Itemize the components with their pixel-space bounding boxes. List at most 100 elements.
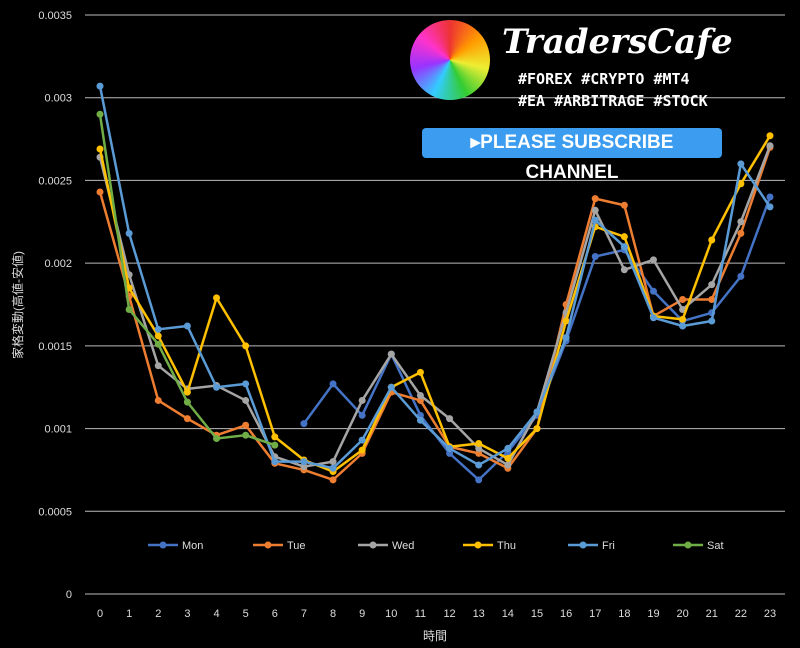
data-point-tue <box>416 396 424 404</box>
series-line-mon <box>302 196 772 482</box>
legend-label: Thu <box>497 540 516 552</box>
data-point-fri <box>708 317 716 325</box>
data-point-mon <box>737 272 745 280</box>
data-point-fri <box>125 229 133 237</box>
hashtags-line-1: #FOREX #CRYPTO #MT4 <box>518 70 690 88</box>
data-point-mon <box>358 411 366 419</box>
data-point-thu <box>562 317 570 325</box>
y-tick-label: 0.0025 <box>38 175 72 187</box>
data-point-mon <box>591 253 599 261</box>
data-point-sat <box>96 110 104 118</box>
data-point-fri <box>620 243 628 251</box>
y-tick-label: 0.0035 <box>38 10 72 22</box>
data-point-wed <box>154 362 162 370</box>
data-point-thu <box>475 439 483 447</box>
legend-label: Sat <box>707 540 724 552</box>
y-tick-label: 0.0015 <box>38 341 72 353</box>
data-point-fri <box>416 416 424 424</box>
data-point-fri <box>213 383 221 391</box>
x-tick-label: 17 <box>589 608 601 620</box>
data-point-sat <box>183 398 191 406</box>
data-point-tue <box>475 449 483 457</box>
data-point-fri <box>533 408 541 416</box>
channel-banner: TradersCafe #FOREX #CRYPTO #MT4 #EA #ARB… <box>410 20 733 183</box>
data-point-tue <box>154 396 162 404</box>
data-point-thu <box>504 454 512 462</box>
subscribe-button[interactable]: ▸PLEASE SUBSCRIBE CHANNEL <box>422 128 722 183</box>
data-point-tue <box>96 188 104 196</box>
legend-marker-thu <box>474 541 482 549</box>
x-tick-label: 8 <box>330 608 336 620</box>
data-point-sat <box>125 305 133 313</box>
data-point-fri <box>300 458 308 466</box>
legend-marker-mon <box>159 541 167 549</box>
series-line-fri <box>98 85 772 470</box>
data-point-wed <box>446 415 454 423</box>
x-tick-label: 19 <box>647 608 659 620</box>
data-point-wed <box>300 463 308 471</box>
legend-label: Fri <box>602 540 615 552</box>
data-point-wed <box>329 458 337 466</box>
data-point-wed <box>475 444 483 452</box>
brand-name: TradersCafe <box>502 22 733 62</box>
data-point-fri <box>766 203 774 211</box>
data-point-thu <box>271 433 279 441</box>
data-point-fri <box>737 160 745 168</box>
series-line-thu <box>98 135 772 473</box>
x-tick-label: 16 <box>560 608 572 620</box>
data-point-wed <box>737 218 745 226</box>
y-tick-label: 0.001 <box>44 424 72 436</box>
legend-label: Mon <box>182 540 203 552</box>
data-point-thu <box>213 294 221 302</box>
y-tick-label: 0.003 <box>44 93 72 105</box>
x-tick-label: 9 <box>359 608 365 620</box>
x-tick-label: 12 <box>443 608 455 620</box>
data-point-fri <box>679 322 687 330</box>
data-point-sat <box>213 434 221 442</box>
y-tick-label: 0.002 <box>44 258 72 270</box>
lion-logo-icon <box>410 20 490 100</box>
legend-marker-sat <box>684 541 692 549</box>
data-point-thu <box>154 332 162 340</box>
data-point-fri <box>591 216 599 224</box>
data-point-fri <box>154 325 162 333</box>
data-point-thu <box>679 315 687 323</box>
data-point-tue <box>737 229 745 237</box>
x-tick-label: 3 <box>184 608 190 620</box>
data-point-wed <box>620 266 628 274</box>
x-axis-label: 時間 <box>423 629 447 643</box>
data-point-mon <box>329 380 337 388</box>
data-point-mon <box>475 476 483 484</box>
data-point-thu <box>416 368 424 376</box>
x-tick-label: 6 <box>272 608 278 620</box>
data-point-wed <box>649 256 657 264</box>
legend-marker-fri <box>579 541 587 549</box>
legend-marker-tue <box>264 541 272 549</box>
data-point-tue <box>679 296 687 304</box>
data-point-fri <box>183 322 191 330</box>
data-point-tue <box>183 415 191 423</box>
x-tick-label: 2 <box>155 608 161 620</box>
data-point-wed <box>504 461 512 469</box>
series-line-tue <box>98 146 772 482</box>
data-point-fri <box>562 334 570 342</box>
data-point-fri <box>242 380 250 388</box>
data-point-mon <box>446 449 454 457</box>
x-tick-label: 20 <box>676 608 688 620</box>
data-point-sat <box>154 340 162 348</box>
x-tick-label: 23 <box>764 608 776 620</box>
data-point-thu <box>737 180 745 188</box>
data-point-thu <box>183 388 191 396</box>
data-point-tue <box>329 476 337 484</box>
data-point-fri <box>446 444 454 452</box>
data-point-thu <box>766 132 774 140</box>
hashtags-line-2: #EA #ARBITRAGE #STOCK <box>518 92 708 110</box>
data-point-sat <box>242 431 250 439</box>
data-point-mon <box>300 420 308 428</box>
y-axis-label: 家格変動(高値-安値) <box>10 251 25 359</box>
data-point-fri <box>504 444 512 452</box>
data-point-wed <box>242 396 250 404</box>
x-tick-label: 1 <box>126 608 132 620</box>
data-point-mon <box>766 193 774 201</box>
data-point-tue <box>620 201 628 209</box>
